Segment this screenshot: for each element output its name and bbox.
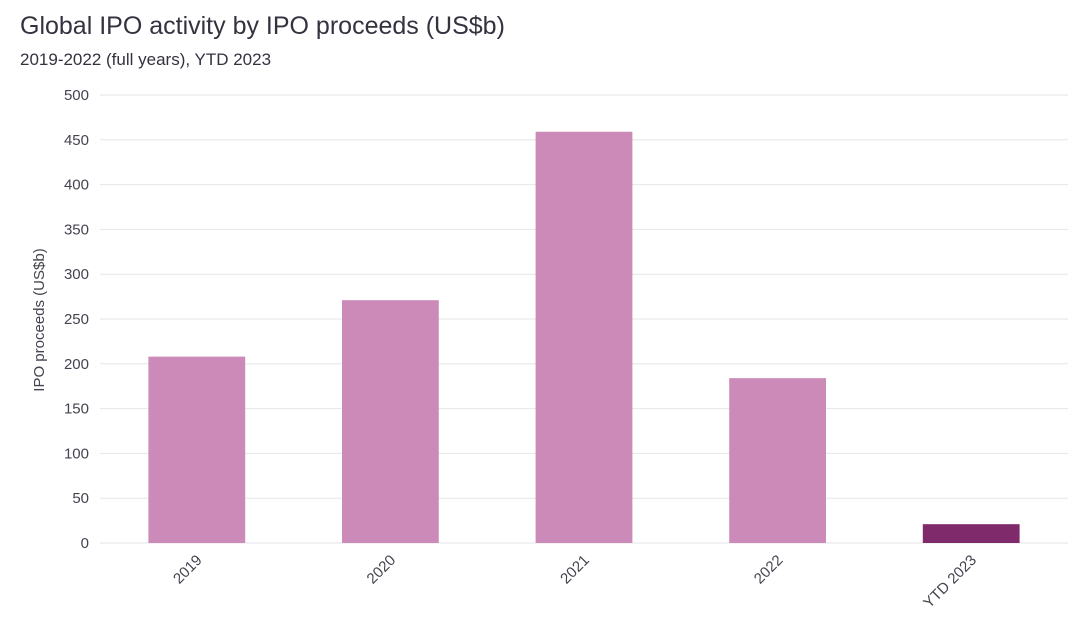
- y-tick-label: 300: [64, 266, 89, 283]
- y-tick-label: 100: [64, 445, 89, 462]
- bar-2021[interactable]: [535, 131, 633, 543]
- y-tick-label: 0: [81, 535, 89, 552]
- bars: [148, 131, 1020, 543]
- y-tick-label: 400: [64, 177, 89, 194]
- x-tick-label: 2021: [557, 552, 593, 588]
- y-tick-label: 450: [64, 132, 89, 149]
- chart-title: Global IPO activity by IPO proceeds (US$…: [20, 12, 505, 40]
- y-tick-label: 250: [64, 311, 89, 328]
- x-tick-label: YTD 2023: [920, 552, 980, 612]
- y-axis-ticks: 0 50 100 150 200 250 300 350 400 450 500: [64, 87, 89, 552]
- bar-2020[interactable]: [342, 300, 439, 543]
- bar-2019[interactable]: [148, 356, 246, 543]
- x-axis-ticks: 2019 2020 2021 2022 YTD 2023: [170, 552, 980, 612]
- x-tick-label: 2019: [170, 552, 206, 588]
- y-tick-label: 350: [64, 221, 89, 238]
- y-tick-label: 150: [64, 401, 89, 418]
- y-tick-label: 200: [64, 356, 89, 373]
- x-tick-label: 2022: [751, 552, 787, 588]
- y-axis-title: IPO proceeds (US$b): [31, 248, 48, 391]
- bar-2022[interactable]: [729, 378, 826, 543]
- bar-ytd-2023[interactable]: [922, 524, 1020, 543]
- y-tick-label: 50: [72, 490, 89, 507]
- chart-subtitle: 2019-2022 (full years), YTD 2023: [20, 50, 272, 69]
- x-tick-label: 2020: [364, 552, 400, 588]
- y-tick-label: 500: [64, 87, 89, 104]
